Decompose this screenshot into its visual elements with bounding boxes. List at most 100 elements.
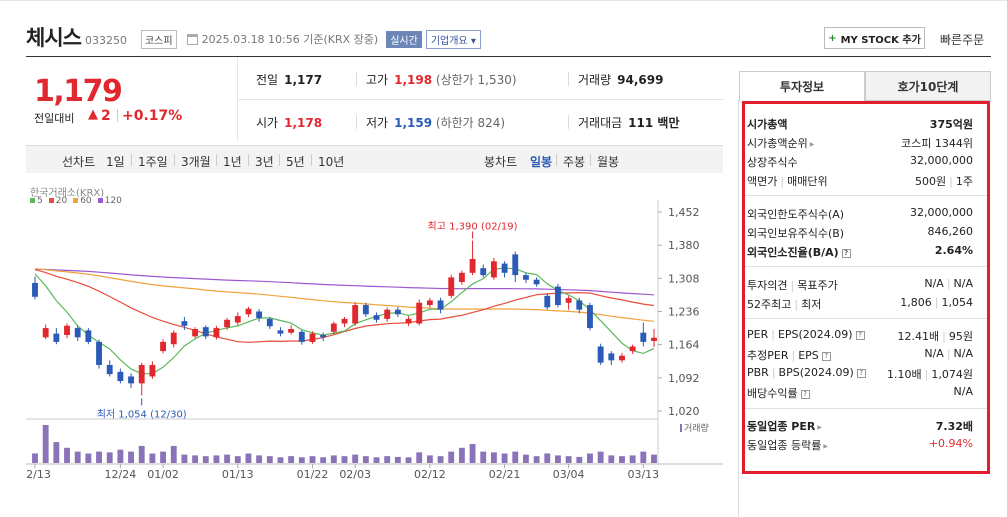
candle-body (480, 268, 487, 276)
volume-bar (426, 455, 433, 463)
candle-body (597, 346, 604, 363)
tab-10year[interactable]: 10년 (318, 155, 345, 169)
quote-separator (356, 72, 357, 86)
candle-body (362, 305, 369, 315)
candle-body (149, 364, 156, 377)
candle-body (192, 329, 199, 337)
candle-body (42, 328, 49, 338)
tab-1week[interactable]: 1주일 (138, 155, 168, 169)
market-cap-row: 시가총액 375억원 (747, 118, 973, 131)
x-tick-label: 01/02 (147, 468, 179, 481)
candle-body (309, 333, 316, 342)
candle-body (533, 279, 540, 285)
industry-per-row[interactable]: 동일업종 PER ▶ 7.32배 (747, 420, 973, 433)
chart-source: 한국거래소(KRX) (30, 188, 105, 199)
help-icon: ? (841, 248, 851, 258)
foreign-limit-row: 외국인한도주식수(A) 32,000,000 (747, 206, 973, 221)
volume-bar (224, 454, 231, 463)
tab-separator (590, 154, 591, 166)
my-stock-add-button[interactable]: + MY STOCK 추가 (824, 27, 925, 49)
volume-bar (512, 451, 519, 463)
candle-body (394, 309, 401, 315)
open-price: 시가 1,178 (256, 116, 323, 130)
tab-weekly[interactable]: 주봉 (563, 155, 586, 169)
trade-amount: 거래대금 111 백만 (578, 116, 680, 130)
volume-bar (352, 454, 359, 463)
candle-body (181, 321, 188, 326)
candle-body (224, 319, 231, 328)
plus-icon: + (828, 32, 837, 44)
volume-bar (53, 442, 60, 463)
candle-body (555, 286, 561, 306)
volume-bar (85, 453, 92, 463)
high-price: 고가 1,198 (상한가 1,530) (366, 73, 517, 87)
market-cap-rank-row[interactable]: 시가총액순위 ▶ 코스피 1344위 (747, 137, 973, 150)
help-icon: ? (800, 389, 810, 399)
volume-bar (437, 456, 444, 463)
tab-5year[interactable]: 5년 (286, 155, 305, 169)
ma-line-5 (34, 267, 655, 375)
tab-3year[interactable]: 3년 (255, 155, 274, 169)
x-tick-label: 02/03 (339, 468, 371, 481)
y-tick-label: 1,308 (668, 272, 700, 285)
tab-1day[interactable]: 1일 (106, 155, 125, 169)
volume-bar (555, 455, 561, 463)
volume-bar (170, 445, 177, 463)
candle-body (426, 300, 433, 306)
candle-body (298, 331, 305, 342)
volume-bar (565, 456, 572, 463)
candle-body (85, 330, 92, 342)
quote-separator (356, 115, 357, 129)
candle-body (213, 328, 220, 338)
prev-close: 전일 1,177 (256, 73, 323, 87)
volume-bar (117, 449, 124, 463)
tab-monthly[interactable]: 월봉 (597, 155, 620, 169)
tab-candle-chart[interactable]: 봉차트 (484, 155, 518, 169)
candle-body (405, 318, 412, 324)
chevron-right-icon: ▶ (809, 140, 815, 148)
quick-order-button[interactable]: 빠른주문 (940, 33, 985, 47)
tab-order-book[interactable]: 호가10단계 (865, 71, 991, 101)
market-badge: 코스피 (140, 29, 177, 49)
legend-ma-20: 20 (48, 196, 67, 206)
legend-ma-5: 5 (30, 196, 43, 206)
x-tick-label: 02/12 (414, 468, 446, 481)
tab-1year[interactable]: 1년 (223, 155, 242, 169)
current-price: 1,179 (34, 74, 123, 109)
volume-bar (298, 457, 305, 463)
tab-separator (279, 154, 280, 166)
min-price-label: 최저 1,054 (12/30) (97, 408, 187, 420)
candle-body (53, 333, 60, 342)
x-tick-label: 02/21 (489, 468, 521, 481)
candle-body (501, 263, 508, 273)
y-tick-label: 1,380 (668, 239, 700, 252)
tab-daily[interactable]: 일봉 (530, 155, 553, 169)
legend-ma-120: 120 (97, 196, 122, 206)
volume-bar (405, 457, 412, 463)
tab-invest-info[interactable]: 투자정보 (739, 71, 865, 101)
volume-bar (74, 451, 81, 463)
legend-swatch (73, 198, 79, 203)
low-price: 저가 1,159 (하한가 824) (366, 116, 506, 130)
volume-bar (181, 454, 188, 463)
volume-bar (234, 456, 241, 463)
company-info-dropdown[interactable]: 기업개요 ▾ (425, 29, 481, 49)
tab-line-chart[interactable]: 선차트 (62, 155, 96, 169)
candle-body (522, 275, 529, 280)
ma-legend: 5 20 60 120 (30, 196, 122, 206)
realtime-button[interactable]: 실시간 (386, 30, 422, 48)
x-tick-label: 01/13 (222, 468, 254, 481)
change-value: 2 (101, 108, 111, 124)
chevron-down-icon: ▾ (470, 35, 476, 47)
candle-body (629, 346, 636, 352)
candle-body (619, 355, 625, 361)
candlestick-chart[interactable]: 1,452 1,380 1,308 1,236 1,164 1,092 1,020 거래량 12… (26, 200, 723, 485)
par-value-row: 액면가 | 매매단위 500원 | 1주 (747, 175, 973, 188)
tab-3month[interactable]: 3개월 (181, 155, 211, 169)
candle-body (234, 316, 241, 323)
stock-header: 체시스 033250 코스피 2025.03.18 10:56 기준(KRX 장… (26, 22, 481, 52)
volume-bar (362, 456, 369, 463)
y-tick-label: 1,092 (668, 372, 700, 385)
industry-rate-row[interactable]: 동일업종 등락률 ▶ +0.94% (747, 437, 973, 452)
candle-body (544, 295, 551, 308)
